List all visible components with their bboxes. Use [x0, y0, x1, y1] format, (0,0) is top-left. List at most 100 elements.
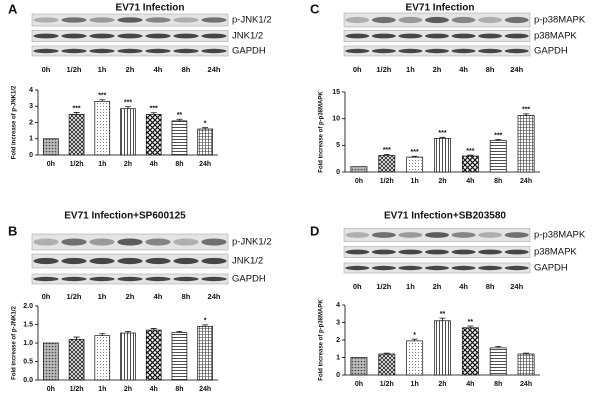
blot-band — [425, 265, 449, 271]
blot-time-label: 1/2h — [376, 282, 391, 291]
bar — [197, 326, 213, 381]
x-tick-label: 0h — [355, 178, 363, 185]
blot-band — [117, 238, 143, 246]
significance-mark: *** — [72, 105, 80, 112]
y-tick-label: 10 — [332, 116, 340, 123]
blot-time-label: 4h — [154, 292, 163, 301]
bar — [489, 140, 507, 173]
bar — [378, 353, 396, 376]
blot-label: GAPDH — [232, 274, 266, 285]
blot-band — [345, 16, 370, 24]
blot-band — [173, 48, 199, 54]
bar — [94, 335, 111, 381]
x-tick-label: 1h — [98, 386, 106, 393]
blot-band — [425, 16, 449, 24]
x-tick-label: 8h — [494, 178, 502, 185]
blot-band — [117, 48, 143, 54]
x-tick-label: 1h — [411, 381, 419, 388]
x-tick-label: 1/2h — [70, 161, 84, 168]
blot-band — [201, 33, 227, 39]
y-tick-label: 0.0 — [23, 377, 33, 384]
blot-band — [173, 257, 199, 265]
bar — [350, 357, 368, 376]
blot-time-label: 24h — [510, 65, 523, 74]
blot-label: GAPDH — [534, 46, 568, 57]
x-tick-label: 1/2h — [380, 178, 394, 185]
bar — [461, 155, 479, 173]
blot-time-label: 2h — [433, 65, 442, 74]
x-tick-label: 1h — [411, 178, 419, 185]
significance-mark: *** — [438, 130, 446, 137]
error-bar — [176, 118, 183, 121]
y-axis-label: Fold increase of p-JNK1/2 — [12, 85, 18, 159]
error-bar — [176, 331, 183, 333]
x-tick-label: 2h — [124, 161, 132, 168]
blot-band — [117, 257, 143, 265]
y-tick-label: 5 — [336, 142, 340, 149]
blot-band — [371, 249, 396, 255]
bar — [378, 155, 396, 173]
bar — [406, 156, 424, 173]
blot-band — [371, 232, 396, 238]
blot-label: JNK1/2 — [232, 31, 263, 42]
bar — [171, 332, 188, 381]
blot-label: GAPDH — [232, 46, 266, 57]
x-tick-label: 0h — [355, 381, 363, 388]
y-tick-label: 15 — [332, 89, 340, 96]
bar — [43, 342, 59, 381]
bar — [94, 101, 111, 156]
blot-band — [504, 249, 529, 255]
x-tick-label: 4h — [466, 178, 474, 185]
error-bar — [99, 333, 106, 336]
bar — [68, 114, 85, 156]
blot-band — [425, 232, 449, 238]
blot-band — [425, 48, 449, 54]
blot-band — [145, 33, 171, 39]
blot-time-label: 1/2h — [66, 65, 81, 74]
error-bar — [150, 328, 157, 331]
blot-band — [61, 257, 87, 265]
error-bar — [125, 331, 131, 334]
blot-band — [425, 33, 449, 39]
bar — [517, 115, 535, 173]
blot-time-label: 4h — [459, 282, 468, 291]
blot-band — [504, 16, 529, 24]
x-tick-label: 8h — [175, 161, 183, 168]
blot-band — [451, 232, 476, 238]
blot-band — [478, 48, 503, 54]
y-tick-label: 3 — [336, 319, 340, 326]
y-tick-label: 2 — [336, 337, 340, 344]
blot-time-label: 1/2h — [376, 65, 391, 74]
blot-band — [145, 48, 171, 54]
blot-time-label: 1h — [98, 292, 107, 301]
blot-band — [345, 249, 370, 255]
blot-band — [451, 48, 476, 54]
blot-band — [61, 33, 87, 39]
blot-band — [504, 265, 529, 271]
error-bar — [411, 338, 418, 341]
bar — [145, 114, 162, 156]
blot-band — [145, 276, 171, 282]
x-tick-label: 4h — [150, 386, 158, 393]
blot-band — [345, 33, 370, 39]
blot-time-label: 1/2h — [66, 292, 81, 301]
bar — [43, 138, 59, 156]
y-tick-label: 1.0 — [23, 340, 33, 347]
blot-band — [117, 276, 143, 282]
panel-letter: A — [8, 1, 18, 16]
bar — [406, 340, 424, 376]
blot-band — [345, 232, 370, 238]
x-tick-label: 24h — [199, 386, 211, 393]
blot-band — [145, 238, 171, 246]
blot-band — [345, 265, 370, 271]
bar — [434, 138, 451, 173]
blot-time-label: 1h — [406, 65, 415, 74]
y-tick-label: 4 — [29, 87, 33, 94]
blot-time-label: 1h — [98, 65, 107, 74]
error-bar — [383, 154, 390, 156]
blot-band — [89, 276, 115, 282]
blot-label: p-JNK1/2 — [232, 237, 272, 248]
error-bar — [467, 154, 474, 156]
blot-band — [371, 33, 396, 39]
